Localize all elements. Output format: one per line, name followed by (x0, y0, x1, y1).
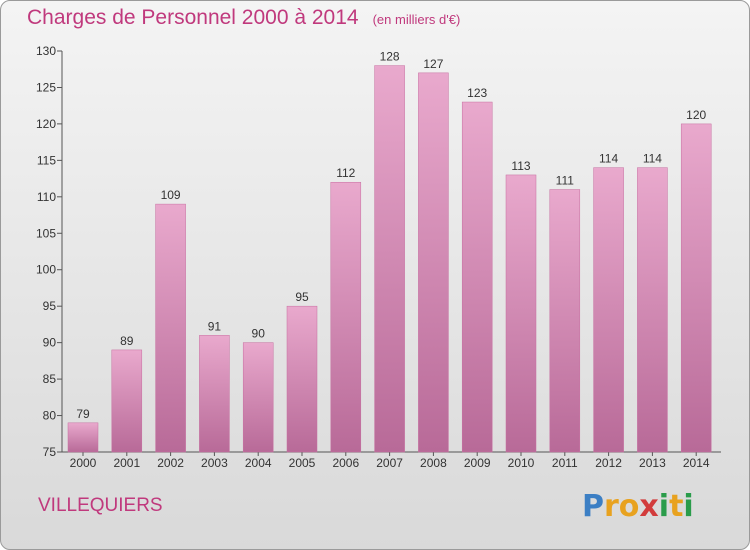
logo-letter: i (683, 489, 694, 524)
y-tick-label: 110 (37, 190, 56, 204)
x-tick-label: 2002 (157, 456, 184, 470)
bar-value-label: 120 (686, 108, 706, 122)
logo-letter: x (639, 489, 659, 524)
logo-letter: r (604, 489, 619, 524)
bar (593, 167, 624, 453)
bar-value-label: 109 (161, 188, 181, 202)
bar (505, 174, 537, 453)
x-tick-label: 2000 (70, 456, 97, 470)
bar (374, 65, 405, 453)
bar-value-label: 127 (423, 57, 443, 71)
x-tick-label: 2006 (332, 456, 359, 470)
y-tick-label: 100 (36, 263, 56, 277)
x-tick-label: 2013 (639, 456, 666, 470)
bar-value-label: 89 (120, 334, 134, 348)
bar-value-label: 114 (643, 152, 662, 166)
bar (199, 335, 230, 453)
y-tick-label: 85 (43, 372, 57, 386)
bar (286, 305, 318, 453)
bar (330, 181, 362, 453)
bar-value-label: 90 (252, 327, 266, 341)
bar-value-label: 79 (76, 407, 90, 421)
bar (111, 349, 143, 453)
bar (549, 189, 581, 453)
x-tick-label: 2004 (245, 456, 272, 470)
bar-value-label: 91 (208, 319, 222, 333)
bar-value-label: 128 (380, 50, 400, 64)
y-tick-label: 115 (37, 153, 56, 167)
y-tick-label: 95 (43, 299, 57, 313)
bar (242, 342, 274, 453)
y-tick-label: 90 (43, 336, 57, 350)
bar-value-label: 95 (295, 290, 309, 304)
x-tick-label: 2012 (595, 456, 622, 470)
chart-title-text: Charges de Personnel 2000 à 2014 (27, 6, 359, 29)
x-tick-label: 2009 (464, 456, 491, 470)
bar (418, 72, 449, 453)
logo-letter: t (669, 489, 684, 524)
y-tick-label: 80 (43, 409, 57, 423)
bar-value-label: 123 (467, 86, 487, 100)
chart-title: Charges de Personnel 2000 à 2014 (en mill… (27, 6, 460, 30)
bar-layer (67, 65, 712, 453)
bar-value-label: 114 (599, 152, 618, 166)
proxiti-logo: Proxiti (582, 489, 694, 524)
bar (155, 203, 186, 453)
chart-subtitle: (en milliers d'€) (372, 12, 461, 27)
bar-value-label: 111 (556, 174, 575, 188)
bar (680, 123, 712, 453)
bar (461, 101, 493, 453)
x-tick-label: 2011 (552, 456, 578, 470)
y-tick-label: 125 (36, 80, 56, 94)
y-tick-label: 75 (43, 445, 57, 459)
bar-value-label: 113 (511, 159, 530, 173)
city-name: VILLEQUIERS (38, 495, 163, 516)
logo-letter: P (582, 489, 604, 524)
y-tick-label: 105 (36, 226, 56, 240)
logo-letter: i (658, 489, 670, 524)
x-tick-label: 2001 (113, 456, 140, 470)
logo-letter: o (618, 489, 640, 524)
x-tick-label: 2005 (289, 456, 316, 470)
x-tick-label: 2010 (508, 456, 535, 470)
y-tick-label: 130 (36, 44, 56, 58)
x-tick-label: 2003 (201, 456, 228, 470)
y-tick-label: 120 (36, 117, 56, 131)
x-tick-label: 2007 (376, 456, 403, 470)
x-tick-label: 2008 (420, 456, 447, 470)
x-tick-label: 2014 (683, 456, 710, 470)
label-layer: 79 89 109 91 90 95 112 128 127 123 113 111 114 114 120 (76, 50, 706, 421)
bar (67, 422, 99, 453)
bar-value-label: 112 (336, 166, 355, 180)
bar (637, 167, 668, 453)
